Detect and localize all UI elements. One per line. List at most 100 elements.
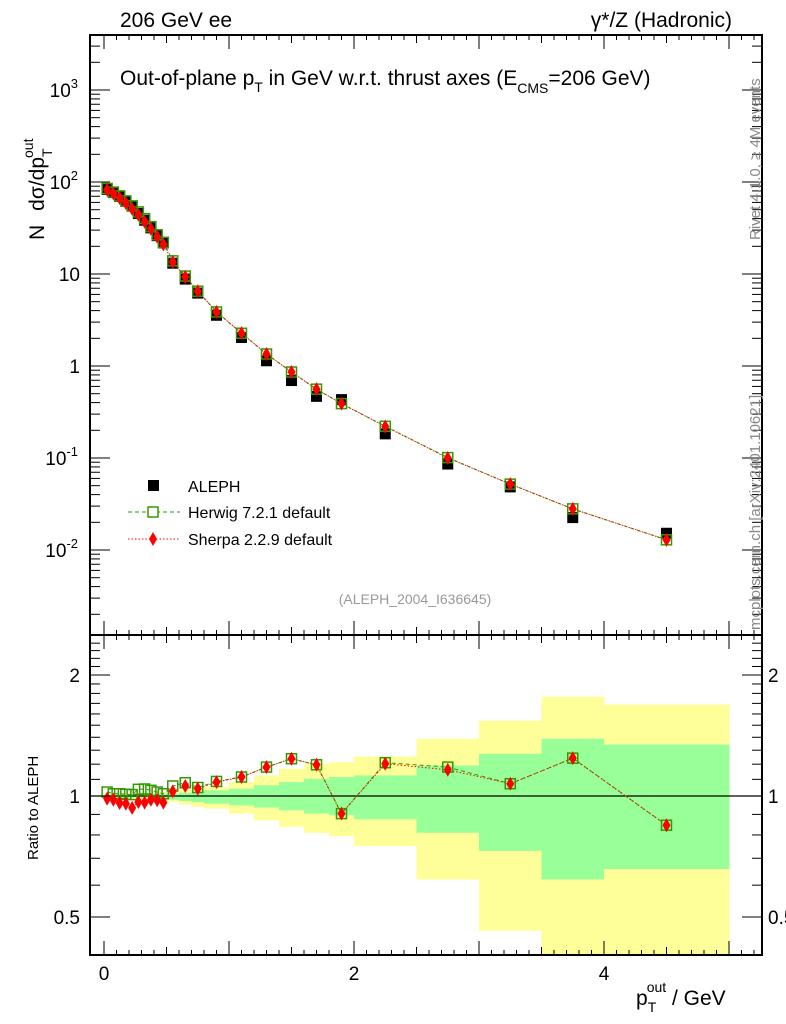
sherpa-point <box>193 284 202 299</box>
plot-title: Out-of-plane pT in GeV w.r.t. thrust axe… <box>120 67 651 96</box>
sherpa-ratio-point <box>262 760 271 775</box>
sherpa-ratio-point <box>159 795 168 810</box>
stat-uncertainty-band <box>416 765 480 833</box>
sherpa-ratio-point <box>337 806 346 821</box>
sherpa-ratio-point <box>212 775 221 790</box>
sherpa-ratio-point <box>381 756 390 771</box>
aleph-data-point <box>379 428 391 440</box>
header-left: 206 GeV ee <box>120 9 232 32</box>
sherpa-ratio-point <box>181 778 190 793</box>
legend-label-aleph: ALEPH <box>188 479 240 496</box>
stat-uncertainty-band <box>229 788 255 806</box>
stat-uncertainty-band <box>354 775 417 820</box>
ratio-y-axis-label: Ratio to ALEPH <box>25 756 42 860</box>
legend: ALEPH Herwig 7.2.1 default Sherpa 2.2.9 … <box>128 479 333 549</box>
x-tick-label: 2 <box>349 964 360 985</box>
sherpa-point <box>140 214 149 229</box>
sherpa-ratio-point <box>134 795 143 810</box>
herwig-ratio-point <box>138 783 151 795</box>
svg-text:Ratio to ALEPH: Ratio to ALEPH <box>25 756 42 860</box>
svg-text:mcplots.cern.ch [arXiv:2401.10: mcplots.cern.ch [arXiv:2401.10621] <box>747 395 764 630</box>
ratio-y-tick-label-left: 0.5 <box>54 908 80 929</box>
sherpa-ratio-point <box>128 800 137 815</box>
sherpa-ratio-point <box>287 751 296 766</box>
y-tick-label: 102 <box>50 168 78 194</box>
sherpa-point <box>262 347 271 362</box>
sherpa-ratio-point <box>109 792 118 807</box>
sherpa-point <box>159 237 168 252</box>
sherpa-ratio-point <box>662 818 671 833</box>
ratio-y-tick-label-right: 0.5 <box>768 908 786 929</box>
sherpa-ratio-point <box>237 769 246 784</box>
ratio-y-tick-label-right: 2 <box>768 666 779 687</box>
legend-marker-sherpa <box>149 532 157 546</box>
x-tick-label: 4 <box>599 964 610 985</box>
ratio-y-tick-label-right: 1 <box>768 787 779 808</box>
y-tick-label: 10-2 <box>45 536 78 562</box>
sherpa-point <box>121 196 130 211</box>
legend-label-herwig: Herwig 7.2.1 default <box>188 505 331 522</box>
sherpa-point <box>212 305 221 320</box>
aleph-data-point <box>567 512 579 524</box>
legend-marker-herwig <box>147 506 159 518</box>
axes: 0 2 4 10-2 10-1 1 10 102 103 0.5 0.5 1 1 2 2 <box>45 34 786 985</box>
x-tick-label: 0 <box>99 964 110 985</box>
stat-uncertainty-band <box>204 790 230 804</box>
svg-text:Rivet 4.1.0, ≥ 4M events: Rivet 4.1.0, ≥ 4M events <box>747 78 764 240</box>
herwig-ratio-point <box>132 783 145 796</box>
sherpa-point <box>181 269 190 284</box>
sherpa-ratio-point <box>140 795 149 810</box>
ratio-y-tick-label-left: 1 <box>69 787 80 808</box>
stat-uncertainty-band <box>604 744 730 870</box>
stat-uncertainty-band <box>479 753 542 851</box>
sherpa-point <box>337 396 346 411</box>
legend-label-sherpa: Sherpa 2.2.9 default <box>188 532 333 549</box>
sherpa-ratio-point <box>121 796 130 811</box>
ratio-panel-frame <box>89 634 763 956</box>
sherpa-point <box>237 326 246 341</box>
stat-uncertainty-band <box>191 792 205 803</box>
sherpa-point <box>146 221 155 236</box>
sherpa-ratio-point <box>146 792 155 807</box>
ratio-y-tick-label-left: 2 <box>69 666 80 687</box>
sherpa-line <box>106 189 667 541</box>
sherpa-point <box>134 207 143 222</box>
aleph-data-point <box>311 390 322 402</box>
aleph-data-point <box>286 375 297 387</box>
mcplots-label: mcplots.cern.ch [arXiv:2401.10621] <box>747 395 764 630</box>
svg-text:Ndσ/dpTout: Ndσ/dpTout <box>20 138 55 240</box>
sherpa-point <box>443 451 452 465</box>
sherpa-point <box>662 532 671 547</box>
y-tick-label: 1 <box>69 357 80 378</box>
y-tick-label: 10-1 <box>45 444 78 470</box>
sherpa-point <box>153 229 162 244</box>
analysis-watermark: (ALEPH_2004_I636645) <box>339 591 492 607</box>
sherpa-point <box>506 477 515 492</box>
chart-marks <box>90 182 762 833</box>
sherpa-point <box>312 382 321 397</box>
sherpa-point <box>109 186 118 201</box>
sherpa-ratio-point <box>312 757 321 772</box>
sherpa-point <box>168 255 177 270</box>
y-axis-label: Ndσ/dpTout <box>20 138 55 240</box>
sherpa-ratio-point <box>443 762 452 777</box>
sherpa-ratio-point <box>115 795 124 810</box>
sherpa-point <box>128 201 137 216</box>
sherpa-ratio-point <box>153 793 162 808</box>
ratio-uncertainty-bands <box>104 696 730 956</box>
sherpa-ratio-point <box>568 751 577 766</box>
stat-uncertainty-band <box>179 792 192 801</box>
sherpa-ratio-point <box>168 784 177 799</box>
sherpa-ratio-point <box>103 791 112 806</box>
sherpa-point <box>381 419 390 434</box>
legend-marker-aleph <box>148 480 159 491</box>
sherpa-point <box>103 182 112 197</box>
sherpa-ratio-point <box>506 776 515 791</box>
sherpa-ratio-point <box>193 781 202 796</box>
rivet-version-label: Rivet 4.1.0, ≥ 4M events <box>747 78 764 240</box>
y-tick-label: 103 <box>50 76 78 102</box>
sherpa-point <box>115 191 124 206</box>
y-tick-label: 10 <box>59 265 80 286</box>
